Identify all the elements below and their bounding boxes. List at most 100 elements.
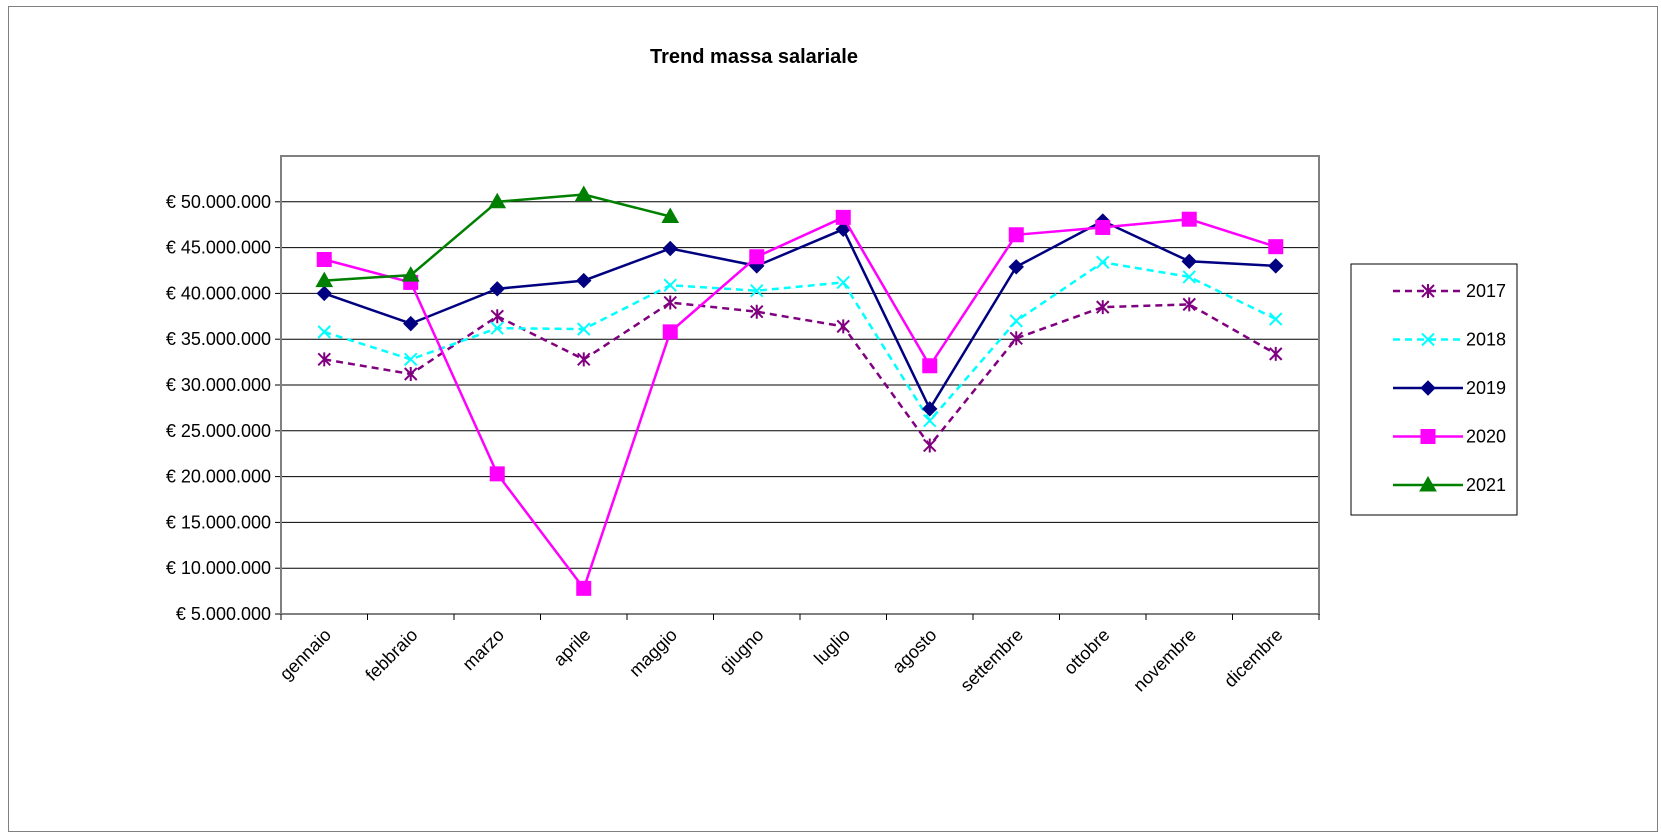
legend-item-2017: 2017	[1393, 281, 1506, 301]
data-point	[661, 207, 680, 223]
x-tick-label: novembre	[1129, 625, 1200, 696]
line-chart: Trend massa salariale € 5.000.000 € 10.00…	[166, 46, 1518, 696]
x-tick-label: ottobre	[1060, 625, 1114, 679]
data-point	[316, 252, 332, 268]
data-point	[1009, 331, 1023, 346]
x-tick-label: dicembre	[1220, 625, 1286, 691]
data-point	[1268, 239, 1284, 255]
data-point	[1268, 258, 1284, 274]
data-point	[404, 352, 418, 367]
data-point	[1008, 227, 1024, 243]
x-tick-label: luglio	[810, 625, 854, 669]
data-point	[750, 304, 764, 319]
data-point	[663, 295, 677, 310]
y-tick-label: € 30.000.000	[166, 375, 271, 395]
data-point	[922, 401, 938, 417]
series-2019	[316, 213, 1284, 417]
series-line-2019	[323, 219, 1276, 412]
series-2020	[316, 209, 1284, 596]
legend-item-2018: 2018	[1393, 330, 1506, 350]
data-point	[836, 319, 850, 334]
plot-area: € 5.000.000 € 10.000.000 € 15.000.000 € 20.…	[166, 155, 1320, 696]
data-point	[317, 352, 331, 367]
x-tick-label: febbraio	[361, 625, 421, 685]
data-point	[1095, 219, 1111, 235]
legend-item-2021: 2021	[1393, 475, 1506, 495]
legend-label: 2019	[1466, 378, 1506, 398]
legend-marker	[1420, 380, 1436, 396]
data-point	[1096, 255, 1110, 269]
data-point	[662, 240, 678, 257]
y-tick-label: € 50.000.000	[166, 192, 271, 212]
x-tick-label: giugno	[715, 625, 767, 677]
data-point	[316, 285, 332, 302]
data-point	[315, 271, 334, 288]
data-point	[489, 281, 505, 297]
data-point	[404, 367, 418, 382]
data-point	[577, 352, 591, 367]
data-point	[923, 438, 937, 453]
x-tick-label: aprile	[549, 625, 594, 670]
legend-marker	[1421, 332, 1435, 347]
data-point	[576, 580, 592, 596]
series-line-2020	[323, 215, 1277, 592]
series-2017	[317, 295, 1283, 453]
x-tick-label: marzo	[459, 625, 509, 675]
data-point	[1008, 259, 1024, 275]
chart-frame: Trend massa salariale € 5.000.000 € 10.00…	[8, 6, 1658, 832]
legend-marker	[1421, 284, 1435, 298]
data-point	[577, 322, 591, 336]
data-point	[488, 192, 507, 209]
data-point	[1269, 346, 1283, 361]
data-point	[403, 315, 419, 332]
legend-label: 2018	[1466, 330, 1506, 350]
series-2021	[315, 185, 680, 288]
legend-label: 2020	[1466, 427, 1506, 447]
y-tick-label: € 5.000.000	[176, 604, 271, 624]
y-tick-label: € 20.000.000	[166, 467, 271, 487]
data-point	[923, 414, 937, 428]
data-point	[1181, 253, 1197, 270]
data-point	[1182, 297, 1196, 312]
data-point	[749, 249, 765, 265]
legend-label: 2017	[1466, 281, 1506, 301]
legend-marker	[1420, 429, 1436, 444]
data-point	[490, 321, 504, 335]
series-line-2017	[324, 301, 1277, 448]
x-tick-label: gennaio	[276, 625, 335, 684]
y-tick-label: € 40.000.000	[166, 283, 271, 303]
legend-item-2019: 2019	[1393, 378, 1506, 398]
data-point	[1269, 312, 1283, 326]
data-point	[662, 324, 678, 340]
data-point	[836, 275, 850, 290]
data-point	[576, 272, 592, 289]
x-tick-label: maggio	[625, 625, 681, 681]
legend-marker	[1419, 475, 1437, 492]
y-tick-label: € 15.000.000	[166, 512, 271, 532]
data-point	[1182, 270, 1196, 284]
x-tick-label: agosto	[888, 625, 940, 677]
legend: 2017 2018 2019 2020 2021	[1350, 263, 1518, 516]
series-line-2018	[323, 260, 1277, 423]
data-point	[401, 266, 420, 282]
data-point	[489, 466, 505, 482]
chart-title: Trend massa salariale	[650, 46, 858, 68]
data-point	[835, 209, 851, 225]
data-point	[663, 278, 677, 292]
data-point	[574, 185, 593, 201]
data-point	[922, 358, 938, 374]
data-point	[1096, 300, 1110, 315]
y-tick-label: € 45.000.000	[166, 238, 271, 258]
data-point	[490, 309, 504, 324]
y-tick-label: € 35.000.000	[166, 329, 271, 349]
data-point	[1181, 211, 1197, 227]
series-2018	[317, 255, 1283, 428]
data-point	[1009, 314, 1023, 328]
y-tick-label: € 10.000.000	[166, 558, 271, 578]
data-point	[317, 325, 331, 339]
y-tick-label: € 25.000.000	[166, 421, 271, 441]
legend-item-2020: 2020	[1393, 427, 1506, 447]
legend-label: 2021	[1466, 475, 1506, 495]
data-point	[750, 283, 764, 298]
x-tick-label: settembre	[956, 625, 1027, 696]
